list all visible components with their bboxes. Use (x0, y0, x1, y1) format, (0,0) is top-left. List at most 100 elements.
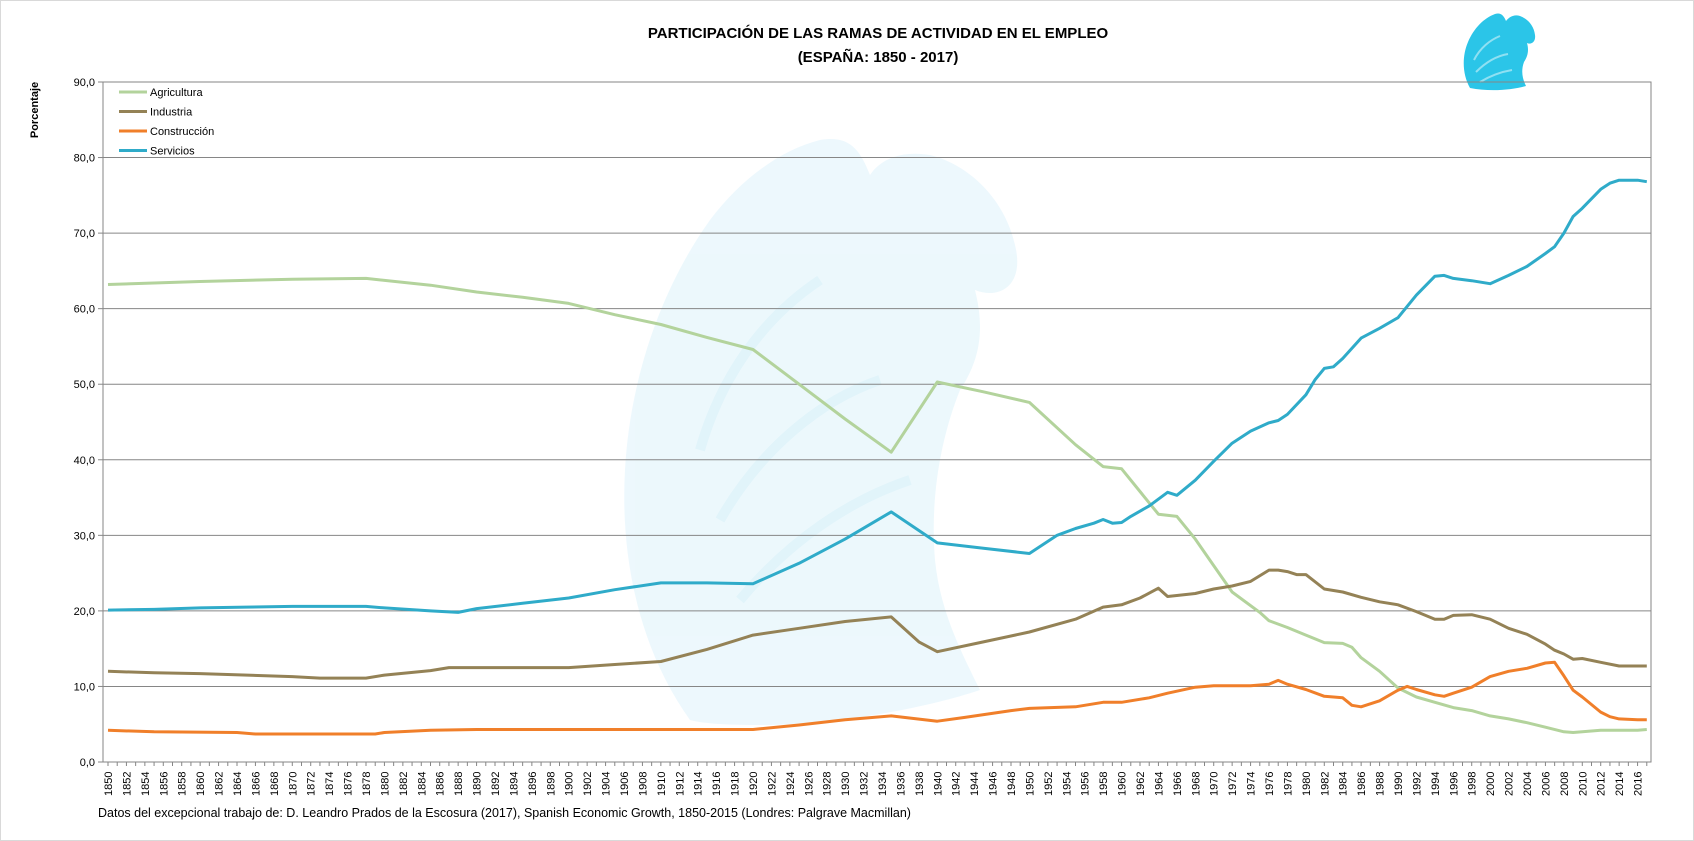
x-tick-label: 1866 (250, 772, 262, 796)
x-tick-label: 1922 (766, 772, 778, 796)
x-tick-label: 1940 (932, 772, 944, 796)
x-tick-label: 1992 (1411, 772, 1423, 796)
y-axis: 0,0 10,0 20,0 30,0 40,0 50,0 60,0 70,0 80,0 90,0 (74, 77, 103, 769)
x-tick-label: 1972 (1227, 772, 1239, 796)
y-tick-label: 30,0 (74, 530, 95, 542)
x-tick-label: 1900 (564, 772, 576, 796)
griffin-watermark-icon (624, 139, 1018, 725)
x-tick-label: 2002 (1504, 772, 1516, 796)
x-tick-label: 1912 (674, 772, 686, 796)
x-tick-label: 1944 (969, 772, 981, 796)
x-tick-label: 1854 (140, 772, 152, 796)
x-tick-label: 1904 (601, 772, 613, 796)
x-tick-label: 1892 (490, 772, 502, 796)
x-tick-label: 1952 (1043, 772, 1055, 796)
y-tick-label: 20,0 (74, 606, 95, 618)
x-tick-label: 2014 (1614, 772, 1626, 796)
plot-area-border (102, 81, 1652, 763)
legend-label: Agricultura (150, 87, 203, 99)
x-tick-label: 1950 (1024, 772, 1036, 796)
legend-label: Servicios (150, 146, 195, 158)
x-tick-label: 1990 (1393, 772, 1405, 796)
x-tick-label: 2008 (1559, 772, 1571, 796)
x-tick-label: 1966 (1172, 772, 1184, 796)
x-tick-label: 1858 (177, 772, 189, 796)
x-tick-label: 1998 (1467, 772, 1479, 796)
x-tick-label: 1996 (1448, 772, 1460, 796)
x-tick-label: 1862 (214, 772, 226, 796)
x-tick-label: 1956 (1080, 772, 1092, 796)
x-tick-label: 1938 (914, 772, 926, 796)
y-tick-label: 90,0 (74, 77, 95, 89)
series-line-construccion (107, 660, 1647, 736)
chart-title: PARTICIPACIÓN DE LAS RAMAS DE ACTIVIDAD … (648, 24, 1109, 42)
x-tick-label: 1850 (103, 772, 115, 796)
x-tick-label: 2016 (1633, 772, 1645, 796)
x-tick-label: 1930 (840, 772, 852, 796)
source-note: Datos del excepcional trabajo de: D. Lea… (98, 806, 911, 820)
x-tick-label: 1864 (232, 772, 244, 796)
y-tick-label: 40,0 (74, 455, 95, 467)
x-tick-label: 1884 (416, 772, 428, 796)
x-tick-label: 1906 (619, 772, 631, 796)
x-tick-label: 1964 (1153, 772, 1165, 796)
x-tick-label: 1878 (361, 772, 373, 796)
x-tick-label: 1926 (803, 772, 815, 796)
x-tick-label: 1980 (1301, 772, 1313, 796)
x-tick-label: 1978 (1282, 772, 1294, 796)
x-tick-label: 2006 (1540, 772, 1552, 796)
x-tick-label: 1954 (1061, 772, 1073, 796)
x-tick-label: 1982 (1319, 772, 1331, 796)
x-tick-label: 1932 (859, 772, 871, 796)
x-tick-label: 1988 (1375, 772, 1387, 796)
chart-subtitle: (ESPAÑA: 1850 - 2017) (798, 48, 959, 66)
x-tick-label: 1860 (195, 772, 207, 796)
x-tick-label: 1958 (1098, 772, 1110, 796)
y-axis-label: Porcentaje (29, 82, 41, 138)
x-tick-label: 1852 (121, 772, 133, 796)
x-axis: 1850 1852 1854 1856 1858 1860 1862 1864 1866 1868… (103, 762, 1648, 796)
x-tick-label: 1910 (656, 772, 668, 796)
x-tick-label: 1888 (453, 772, 465, 796)
x-tick-label: 1902 (582, 772, 594, 796)
x-tick-label: 1948 (1006, 772, 1018, 796)
x-tick-label: 1868 (269, 772, 281, 796)
x-tick-label: 1914 (693, 772, 705, 796)
x-tick-label: 1882 (398, 772, 410, 796)
x-tick-label: 1942 (951, 772, 963, 796)
x-tick-label: 1870 (287, 772, 299, 796)
x-tick-label: 1880 (379, 772, 391, 796)
griffin-logo-icon (1463, 13, 1536, 91)
x-tick-label: 1896 (527, 772, 539, 796)
y-tick-label: 0,0 (80, 757, 95, 769)
x-tick-label: 1970 (1209, 772, 1221, 796)
x-tick-label: 1874 (324, 772, 336, 796)
x-tick-label: 2000 (1485, 772, 1497, 796)
x-tick-label: 1976 (1264, 772, 1276, 796)
legend: Agricultura Industria Construcción Servicio… (119, 87, 214, 158)
x-tick-label: 1974 (1246, 772, 1258, 796)
x-tick-label: 2004 (1522, 772, 1534, 796)
x-tick-label: 1920 (748, 772, 760, 796)
x-tick-label: 1946 (988, 772, 1000, 796)
x-tick-label: 2012 (1596, 772, 1608, 796)
x-tick-label: 1876 (343, 772, 355, 796)
x-tick-label: 1960 (1117, 772, 1129, 796)
y-tick-label: 70,0 (74, 228, 95, 240)
x-tick-label: 1872 (306, 772, 318, 796)
x-tick-label: 1886 (435, 772, 447, 796)
x-tick-label: 1936 (895, 772, 907, 796)
x-tick-label: 2010 (1577, 772, 1589, 796)
x-tick-label: 1986 (1356, 772, 1368, 796)
y-tick-label: 10,0 (74, 681, 95, 693)
y-tick-label: 50,0 (74, 379, 95, 391)
x-tick-label: 1918 (730, 772, 742, 796)
y-tick-label: 80,0 (74, 153, 95, 165)
x-tick-label: 1856 (158, 772, 170, 796)
legend-label: Industria (150, 107, 193, 119)
x-tick-label: 1968 (1190, 772, 1202, 796)
x-tick-label: 1984 (1338, 772, 1350, 796)
x-tick-label: 1962 (1135, 772, 1147, 796)
x-tick-label: 1890 (472, 772, 484, 796)
series-lines (107, 178, 1648, 736)
